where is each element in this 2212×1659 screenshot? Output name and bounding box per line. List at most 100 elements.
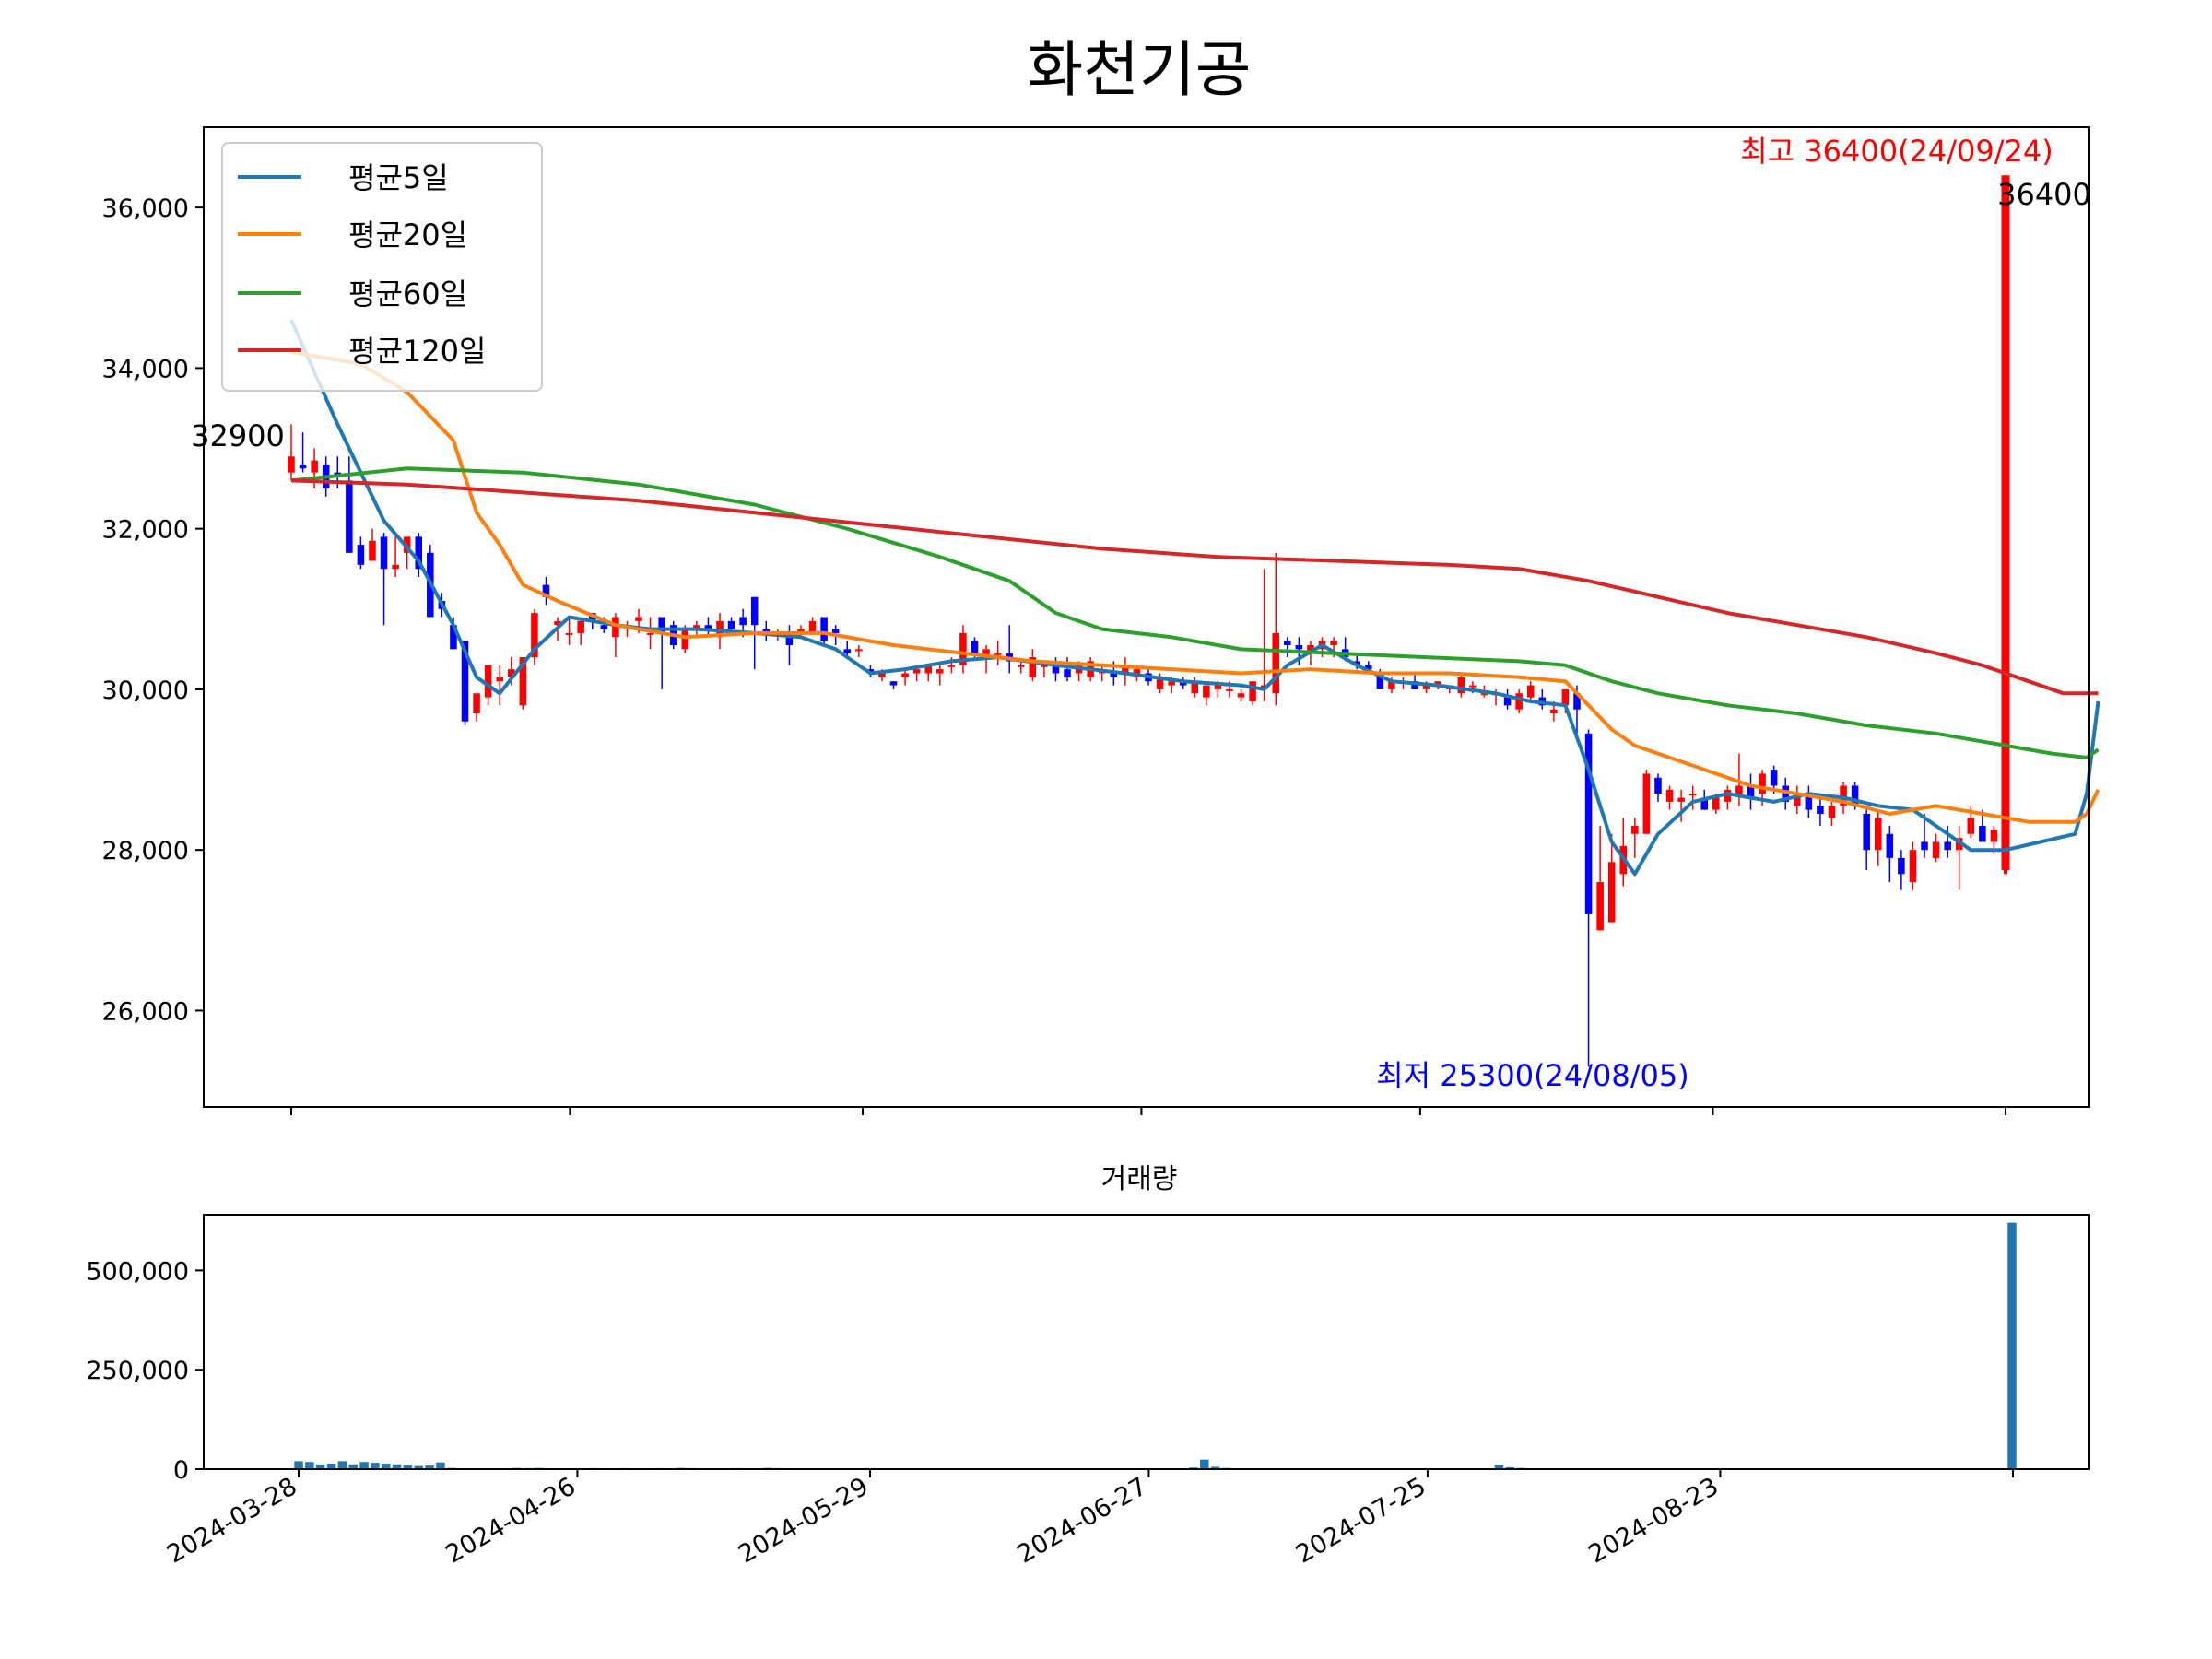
candle-body [554,620,561,626]
candle-body [1226,688,1233,691]
candle-body [831,629,840,633]
candle-body [1584,733,1593,914]
candle-body [1817,806,1824,814]
candle-body [1295,644,1303,650]
volume-bar [392,1464,402,1469]
candle-body [1886,833,1894,858]
date-tick-label: 2024-07-25 [1291,1472,1430,1569]
candle-body [346,480,353,553]
candle-body [1272,632,1280,694]
candle-body [484,665,492,698]
candle-body [1770,770,1778,786]
candle-body [635,617,642,621]
candle-body [612,617,619,638]
candle-body [1909,850,1917,883]
volume-bar [348,1464,358,1469]
volume-plot-frame [203,1214,2090,1470]
legend-label-ma20: 평균20일 [348,218,467,253]
candle-body [1457,677,1465,694]
start-value-label: 32900 [191,418,285,453]
candle-body [1237,693,1245,698]
candle-body [797,629,805,633]
candle-body [1851,785,1859,806]
candle-body [1168,681,1175,686]
volume-bar [403,1465,413,1469]
legend-label-ma60: 평균60일 [348,276,467,312]
candle-body [1191,681,1199,694]
candle-body [1596,882,1604,931]
candle-body [1064,669,1071,677]
volume-bar [381,1463,391,1469]
candle-body [1840,785,1847,806]
volume-bar [294,1461,303,1469]
candle-body [311,460,318,473]
candle-body [843,649,852,653]
candle-body [947,665,956,667]
volume-bar [359,1462,369,1469]
candle-body [1735,785,1743,794]
candle-body [1759,773,1766,794]
candle-body [1747,785,1755,798]
volume-y-tick-label: 250,000 [86,1357,189,1385]
candle-body [461,641,469,722]
volume-bar [1494,1465,1504,1469]
candle-body [1052,665,1060,674]
candle-body [1388,681,1395,689]
candle-body [704,625,712,629]
candle-body [982,649,990,658]
ma-line-평균120일 [290,478,2099,696]
price-y-tick-label: 30,000 [102,677,189,705]
candle-body [1214,685,1222,689]
candle-body [936,669,944,674]
candle-body [1203,685,1210,698]
candle-body [1422,685,1430,689]
volume-y-axis: 0 250,000 500,000 [86,1257,204,1485]
candle-body [508,669,515,677]
volume-bar [337,1461,347,1469]
volume-panel: 거래량 0 250,000 500,000 2024-03-28 2024-04-26… [86,1163,2090,1570]
candle-body [1828,806,1836,818]
candle-body [1805,794,1813,810]
candle-body [1503,697,1512,706]
candle-body [1665,789,1674,802]
candle-body [1411,681,1418,689]
volume-bar [371,1463,380,1469]
candle-body [878,673,886,677]
candle-body [1631,826,1639,834]
date-tick-label: 2024-05-29 [734,1472,873,1569]
candle-body [1863,813,1870,851]
candle-body [415,536,423,570]
candle-body [1932,841,1940,858]
legend: 평균5일 평균20일 평균60일 평균120일 [221,142,543,392]
volume-bar [414,1465,423,1469]
candle-body [1110,673,1118,677]
candle-body [658,617,665,633]
date-tick-label: 2024-06-27 [1013,1472,1152,1569]
candle-body [357,545,365,565]
candle-body [519,657,527,706]
price-y-tick-label: 26,000 [102,997,189,1026]
candle-body [1794,794,1801,806]
price-y-tick-label: 32,000 [102,516,189,545]
price-x-ticks [290,1107,2006,1115]
price-gridless-area [288,175,2100,1067]
candle-body [727,620,735,629]
candle-body [1526,685,1535,698]
price-y-tick-label: 28,000 [102,837,189,865]
max-annotation: 최고 36400(24/09/24) [1740,134,2053,169]
candle-body [820,617,828,641]
candle-body [1898,857,1905,875]
volume-bar [1200,1459,1209,1469]
candle-body [1712,797,1720,810]
candle-body [1041,665,1048,667]
candle-body [1782,785,1789,802]
volume-y-tick-label: 500,000 [86,1257,189,1286]
candle-body [1700,797,1709,810]
volume-y-tick-label: 0 [173,1456,189,1485]
candle-body [380,536,388,570]
candle-body [739,617,747,626]
candle-body [565,632,573,635]
volume-bar [2007,1222,2017,1469]
candle-body [762,629,771,633]
